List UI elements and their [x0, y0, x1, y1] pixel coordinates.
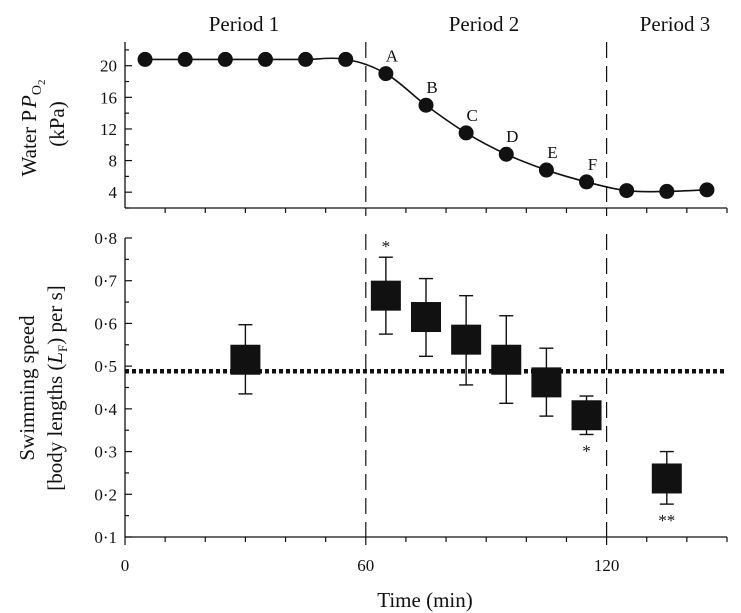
period-dividers	[365, 42, 608, 537]
po2-point	[579, 174, 595, 190]
speed-point	[370, 280, 401, 311]
top-y-axis-title: Water PPO2	[17, 80, 48, 177]
po2-point	[338, 51, 354, 67]
bottom-y-tick-label: 0·5	[94, 357, 117, 376]
po2-point	[378, 66, 394, 82]
top-panel-points: A B C D E F	[137, 47, 715, 199]
period-3-label: Period 3	[640, 12, 711, 36]
top-y-axis-unit: (kPa)	[45, 101, 69, 147]
bottom-y-tick-label: 0·2	[94, 485, 117, 504]
po2-point	[538, 162, 554, 178]
bottom-y-axis-unit: [body lengths (LF) per s]	[43, 285, 70, 491]
significance-mark: **	[658, 511, 675, 530]
x-axis-title: Time (min)	[377, 588, 472, 612]
speed-point	[491, 344, 522, 375]
po2-point-label: F	[588, 155, 597, 174]
bottom-panel-points: ****	[230, 237, 682, 530]
top-y-tick-label: 16	[100, 88, 117, 107]
speed-point	[651, 463, 682, 494]
significance-mark: *	[582, 441, 591, 460]
speed-point	[531, 367, 562, 398]
period-2-label: Period 2	[449, 12, 520, 36]
bottom-y-tick-label: 0·3	[94, 443, 117, 462]
top-y-tick-label: 4	[109, 183, 118, 202]
bottom-y-tick-label: 0·4	[94, 400, 117, 419]
significance-mark: *	[382, 237, 391, 256]
po2-point	[619, 183, 635, 199]
po2-point-label: B	[426, 78, 437, 97]
top-panel-axis: 4 8 12 16 20	[100, 42, 728, 216]
bottom-panel-axis: 0·1 0·2 0·3 0·4 0·5 0·6 0·7 0·8 0 60 120	[94, 229, 728, 575]
top-y-tick-label: 20	[100, 57, 117, 76]
po2-point-label: C	[466, 106, 477, 125]
x-tick-label: 60	[357, 556, 374, 575]
speed-point	[451, 324, 482, 355]
po2-point	[217, 51, 233, 67]
po2-point	[458, 125, 474, 141]
speed-point	[411, 302, 441, 333]
bottom-y-axis-title: Swimming speed	[15, 315, 39, 461]
po2-point	[659, 183, 675, 199]
po2-point-label: D	[506, 127, 518, 146]
bottom-y-tick-label: 0·1	[94, 528, 117, 547]
speed-point	[571, 400, 602, 431]
po2-point	[498, 146, 514, 162]
bottom-y-tick-label: 0·7	[94, 272, 117, 291]
top-y-tick-label: 12	[100, 120, 117, 139]
po2-point	[418, 97, 434, 113]
speed-point	[230, 344, 261, 375]
top-y-axis-title-p: P	[17, 95, 41, 109]
po2-point	[699, 182, 715, 198]
bottom-y-tick-label: 0·6	[94, 314, 117, 333]
top-y-tick-label: 8	[109, 152, 118, 171]
po2-point	[137, 51, 153, 67]
x-tick-label: 120	[594, 556, 620, 575]
period-1-label: Period 1	[209, 12, 280, 36]
po2-point-label: E	[547, 143, 557, 162]
po2-point	[177, 51, 193, 67]
po2-point-label: A	[386, 47, 399, 66]
x-tick-label: 0	[121, 556, 130, 575]
bottom-y-tick-label: 0·8	[94, 229, 117, 248]
po2-point	[298, 51, 314, 67]
po2-point	[257, 51, 273, 67]
